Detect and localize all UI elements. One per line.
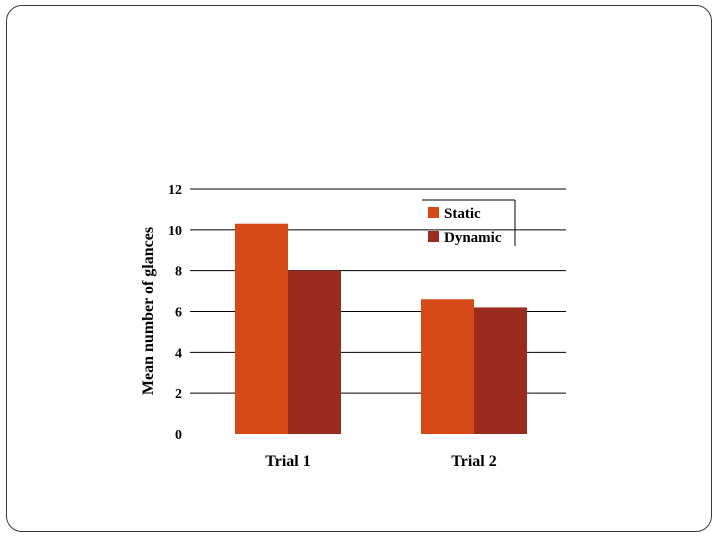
- y-tick-label: 4: [175, 346, 182, 361]
- legend: Static Dynamic: [422, 199, 516, 246]
- y-tick-label: 2: [175, 387, 182, 402]
- bar-dynamic-trial-1: [288, 270, 341, 434]
- y-tick-label: 8: [175, 265, 182, 280]
- y-tick-label: 10: [168, 224, 182, 239]
- x-axis-categories: Trial 1 Trial 2: [265, 453, 496, 470]
- legend-swatch-static: [428, 207, 439, 218]
- legend-swatch-dynamic: [428, 231, 439, 242]
- y-axis-label: Mean number of glances: [140, 227, 157, 395]
- y-tick-label: 6: [175, 306, 182, 321]
- bar-static-trial-1: [235, 223, 288, 434]
- bars: [235, 223, 527, 434]
- bar-dynamic-trial-2: [474, 307, 527, 434]
- y-axis-ticks: 0 2 4 6 8 10 12: [168, 183, 182, 443]
- x-category-label: Trial 2: [451, 453, 496, 470]
- legend-label-static: Static: [444, 206, 481, 222]
- y-tick-label: 0: [175, 428, 182, 443]
- x-category-label: Trial 1: [265, 453, 310, 470]
- legend-label-dynamic: Dynamic: [444, 230, 502, 246]
- slide-frame: [6, 5, 712, 532]
- bar-static-trial-2: [421, 299, 474, 434]
- y-tick-label: 12: [168, 183, 182, 198]
